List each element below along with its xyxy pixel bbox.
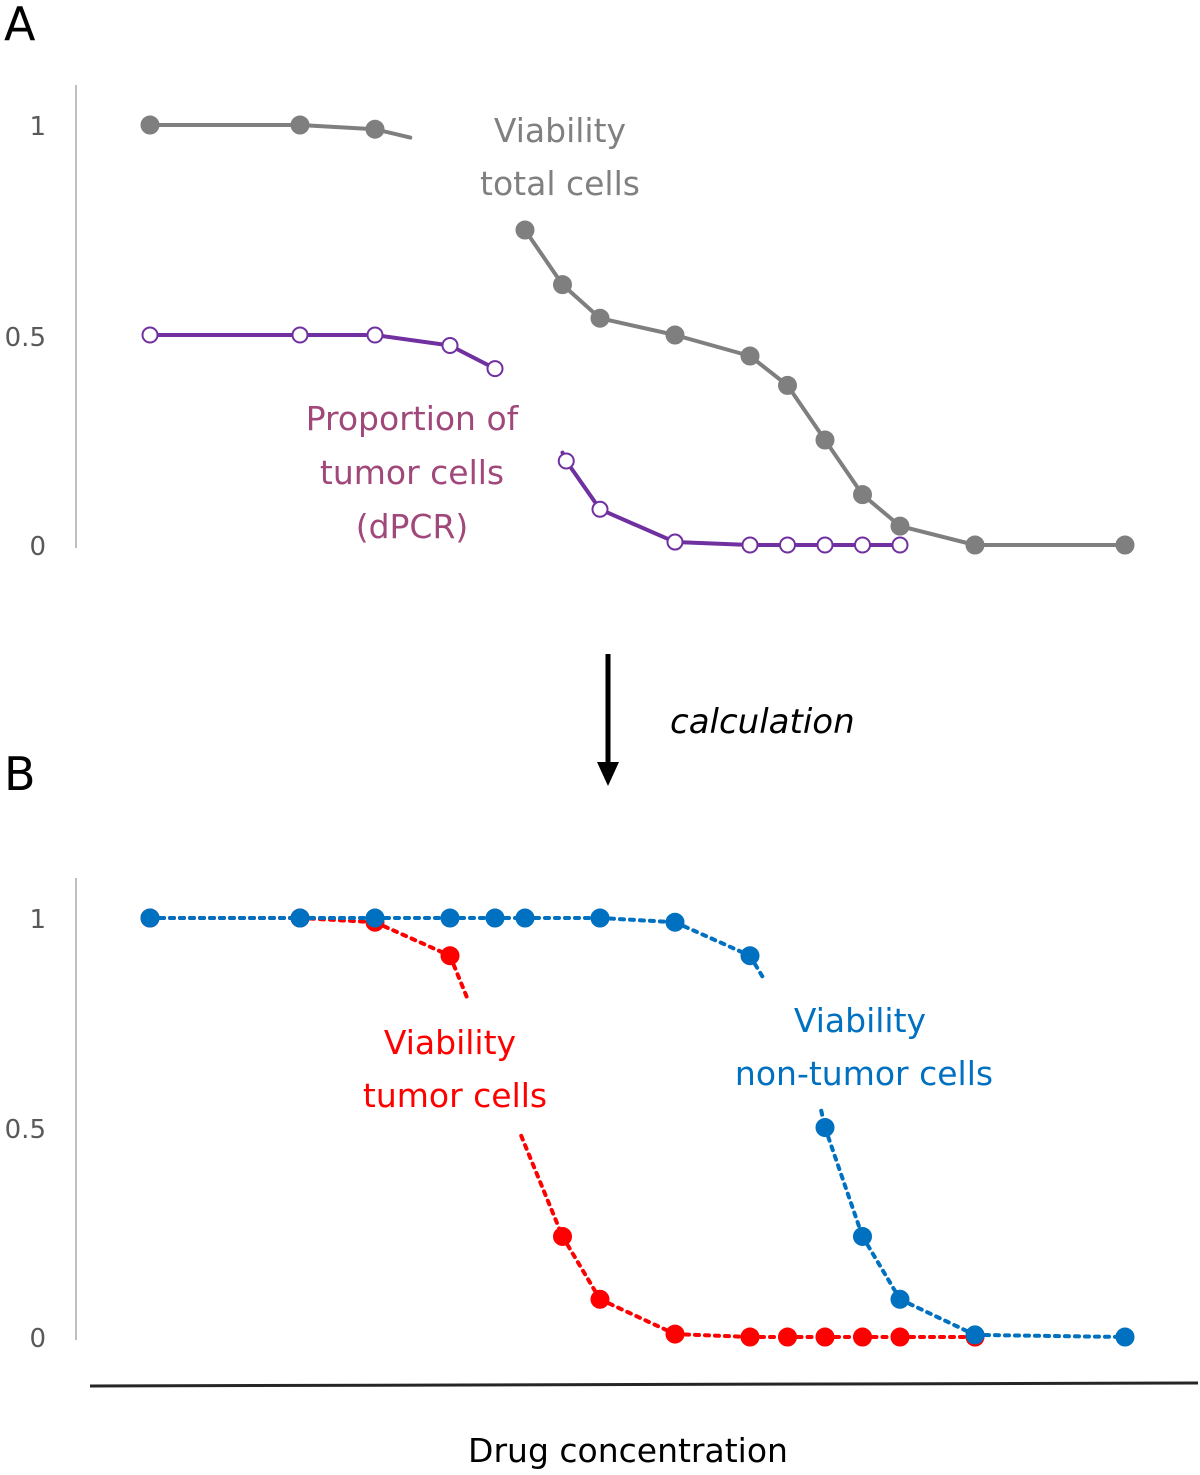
panel-a-series-0-segment	[823, 438, 865, 497]
panel-a-series-0-segment	[523, 228, 565, 287]
panel-b-series-1-segment	[898, 1297, 977, 1337]
panel-b-series-1-point	[290, 908, 310, 928]
panel-a-series-0-point	[590, 308, 610, 328]
panel-b-series-1-segment	[598, 916, 677, 925]
panel-b-series-1-segment	[823, 1125, 865, 1239]
panel-a-series-0-point	[778, 375, 797, 395]
panel-a-series-1-point	[666, 533, 684, 551]
panel-a-series-0-point	[515, 220, 535, 240]
panel-a-series-0-point	[740, 346, 760, 366]
panel-b-series-1-point	[890, 1289, 910, 1309]
panel-b-series-0-point	[890, 1327, 910, 1347]
panel-a-series-0-segment	[673, 333, 752, 358]
calculation-arrow-head-icon	[597, 762, 619, 786]
x-axis	[89, 1381, 1199, 1388]
panel-b-ytick-1: 1	[29, 905, 46, 935]
calculation-label: calculation	[670, 702, 855, 742]
panel-a-series-1-point	[816, 536, 834, 554]
panel-a-series-0-segment	[898, 524, 977, 547]
panel-b-series-0-stub	[519, 1133, 565, 1239]
panel-a-series-0-point	[365, 119, 385, 139]
panel-b-series-1-point	[665, 912, 685, 932]
panel-a-series-0-point	[890, 516, 910, 536]
panel-b-series-0-segment	[560, 1234, 602, 1302]
label-proportion-line2: tumor cells	[320, 453, 504, 492]
panel-a-series-1-point	[141, 326, 159, 344]
label-viability-tumor-line2: tumor cells	[363, 1076, 547, 1115]
panel-a-series-1-point	[779, 536, 796, 554]
panel-b-ytick-0: 0	[29, 1324, 46, 1354]
panel-a-series-0-segment	[785, 383, 827, 442]
panel-b-series-0-segment	[373, 920, 452, 958]
panel-b-series-0-point	[440, 946, 460, 966]
label-viability-total-line2: total cells	[480, 164, 640, 203]
panel-a-series-0-point	[1115, 535, 1135, 555]
panel-b-series-0-point	[553, 1226, 572, 1246]
label-viability-nontumor-line2: non-tumor cells	[735, 1054, 993, 1093]
panel-b-series-1-point	[1115, 1327, 1135, 1347]
panel-a-series-1-segment	[673, 540, 752, 547]
panel-b-series-0-point	[853, 1327, 872, 1347]
panel-a-series-1-point	[291, 326, 309, 344]
panel-a-letter: A	[4, 0, 36, 51]
label-viability-tumor-line1: Viability	[384, 1023, 516, 1062]
panel-a-ytick-0.5: 0.5	[5, 323, 46, 353]
panel-a-series-1-point	[891, 536, 909, 554]
panel-a-series-1-point	[854, 536, 871, 554]
x-axis-label: Drug concentration	[468, 1431, 788, 1470]
panel-a-series-0-point	[965, 535, 985, 555]
panel-b-plot	[140, 908, 1135, 1347]
label-viability-nontumor-line1: Viability	[794, 1001, 926, 1040]
panel-a-series-0-point	[290, 115, 310, 135]
panel-a-series-1-point	[741, 536, 759, 554]
panel-b-series-0-point	[590, 1289, 610, 1309]
panel-a-series-1-point	[486, 360, 504, 378]
panel-a-series-0-point	[815, 430, 835, 450]
label-proportion-line3: (dPCR)	[356, 507, 469, 546]
panel-b-series-1-point	[853, 1226, 872, 1246]
panel-b-series-1-point	[590, 908, 610, 928]
panel-b-series-1-point	[485, 908, 505, 928]
panel-a-series-0-point	[140, 115, 160, 135]
panel-b-series-1-point	[965, 1325, 985, 1345]
label-viability-total-line1: Viability	[494, 111, 626, 150]
panel-b-series-0-segment	[673, 1332, 752, 1339]
panel-b-letter: B	[4, 747, 36, 801]
panel-a-ytick-1: 1	[29, 112, 46, 142]
panel-a-ytick-0: 0	[29, 532, 46, 562]
panel-b-series-1-point	[140, 908, 160, 928]
panel-b-series-1-point	[515, 908, 535, 928]
panel-b-series-1-point	[815, 1118, 835, 1137]
panel-a-plot	[140, 115, 1135, 555]
panel-a-series-1-segment	[598, 507, 677, 545]
panel-a-series-1-point	[366, 326, 384, 344]
panel-b-series-1-point	[740, 946, 760, 966]
panel-b-series-0-point	[740, 1327, 760, 1347]
panel-a-series-1-point	[591, 500, 609, 518]
panel-a-series-0-point	[853, 485, 872, 505]
panel-a-series-0-point	[665, 325, 685, 345]
panel-a-series-1-point	[557, 452, 575, 470]
panel-a-series-1-segment	[373, 333, 452, 348]
panel-a-series-0-point	[553, 275, 572, 295]
panel-b-series-1-segment	[973, 1332, 1127, 1339]
panel-b-series-0-segment	[598, 1297, 677, 1337]
panel-a-series-0-segment	[598, 316, 677, 337]
panel-b-series-1-segment	[860, 1234, 902, 1302]
panel-b-series-0-point	[778, 1327, 797, 1347]
panel-a-series-0-segment	[298, 123, 377, 132]
panel-b-series-1-point	[365, 908, 385, 928]
panel-b-series-1-segment	[673, 920, 752, 958]
panel-b-series-0-point	[665, 1324, 685, 1344]
panel-b-series-1-point	[440, 908, 460, 928]
panel-b-series-0-point	[815, 1327, 835, 1347]
panel-b-ytick-0.5: 0.5	[5, 1115, 46, 1145]
panel-a-series-1-point	[441, 337, 459, 354]
label-proportion-line1: Proportion of	[306, 399, 520, 438]
panel-a-series-1-segment	[564, 459, 602, 512]
